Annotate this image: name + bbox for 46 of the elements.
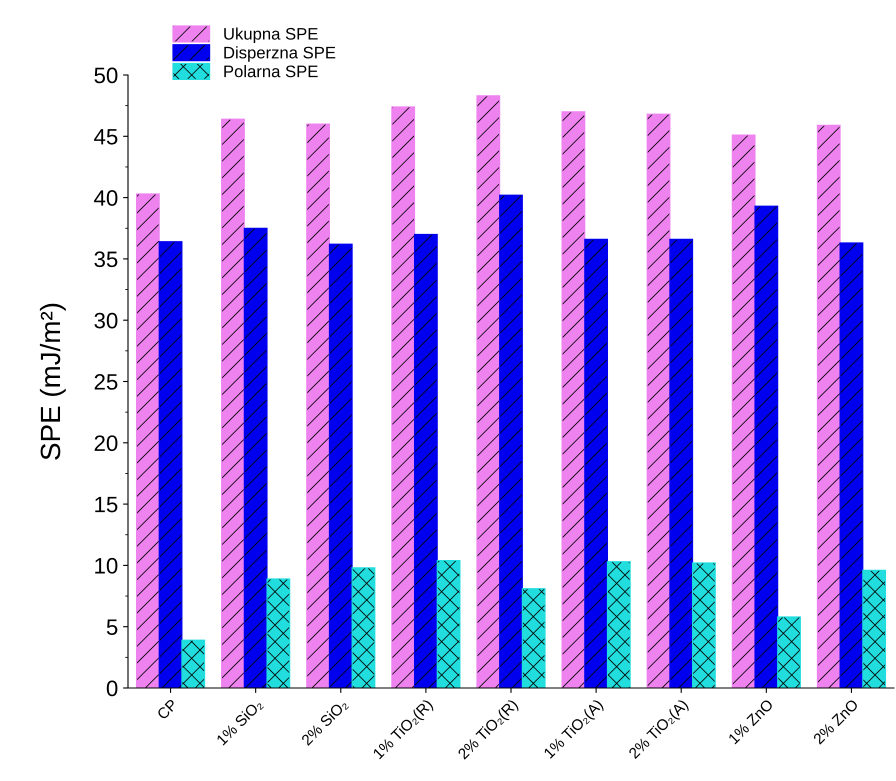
bar <box>732 134 756 688</box>
bar <box>777 616 801 688</box>
y-tick-label: 40 <box>94 190 118 206</box>
bar <box>158 241 182 688</box>
bar <box>391 106 416 688</box>
bar <box>136 193 160 688</box>
bar <box>840 242 864 688</box>
bar <box>606 561 631 688</box>
bar <box>816 124 841 688</box>
bar <box>669 238 694 688</box>
x-tick-label: 1% ZnO <box>728 698 774 744</box>
legend-label: Polarna SPE <box>224 65 318 78</box>
legend-label: Disperzna SPE <box>224 46 336 62</box>
bar <box>266 578 290 688</box>
y-tick-label: 10 <box>95 558 118 574</box>
x-tick-label: 1% SiO₂ <box>216 698 264 746</box>
bar <box>646 114 670 688</box>
y-tick-label: 15 <box>95 496 118 512</box>
y-tick-label: 20 <box>94 435 118 452</box>
bar <box>306 123 330 688</box>
bar <box>244 228 268 688</box>
bar <box>221 118 245 688</box>
y-tick-label: 0 <box>106 680 118 696</box>
x-tick-label: 2% SiO₂ <box>300 698 349 747</box>
bar <box>181 640 206 688</box>
bar <box>476 95 500 688</box>
y-tick-label: 50 <box>94 68 118 84</box>
bar <box>862 570 886 688</box>
bar <box>328 244 353 688</box>
bar <box>436 560 460 688</box>
y-tick-label: 30 <box>94 312 118 328</box>
y-tick-label: 35 <box>94 251 118 268</box>
legend-label: Ukupna SPE <box>224 27 318 44</box>
y-tick-label: 5 <box>106 619 118 635</box>
y-tick-label: 25 <box>94 374 118 390</box>
bar <box>562 111 586 688</box>
bar <box>522 588 546 688</box>
bar <box>584 238 608 688</box>
y-axis-title: SPE (mJ/m²) <box>40 304 66 460</box>
bar <box>692 562 716 688</box>
x-tick-label: CP <box>156 698 178 720</box>
bar <box>499 194 523 688</box>
bar <box>352 567 376 688</box>
y-tick-label: 45 <box>94 129 118 145</box>
bar <box>414 234 438 688</box>
bar <box>754 206 778 688</box>
